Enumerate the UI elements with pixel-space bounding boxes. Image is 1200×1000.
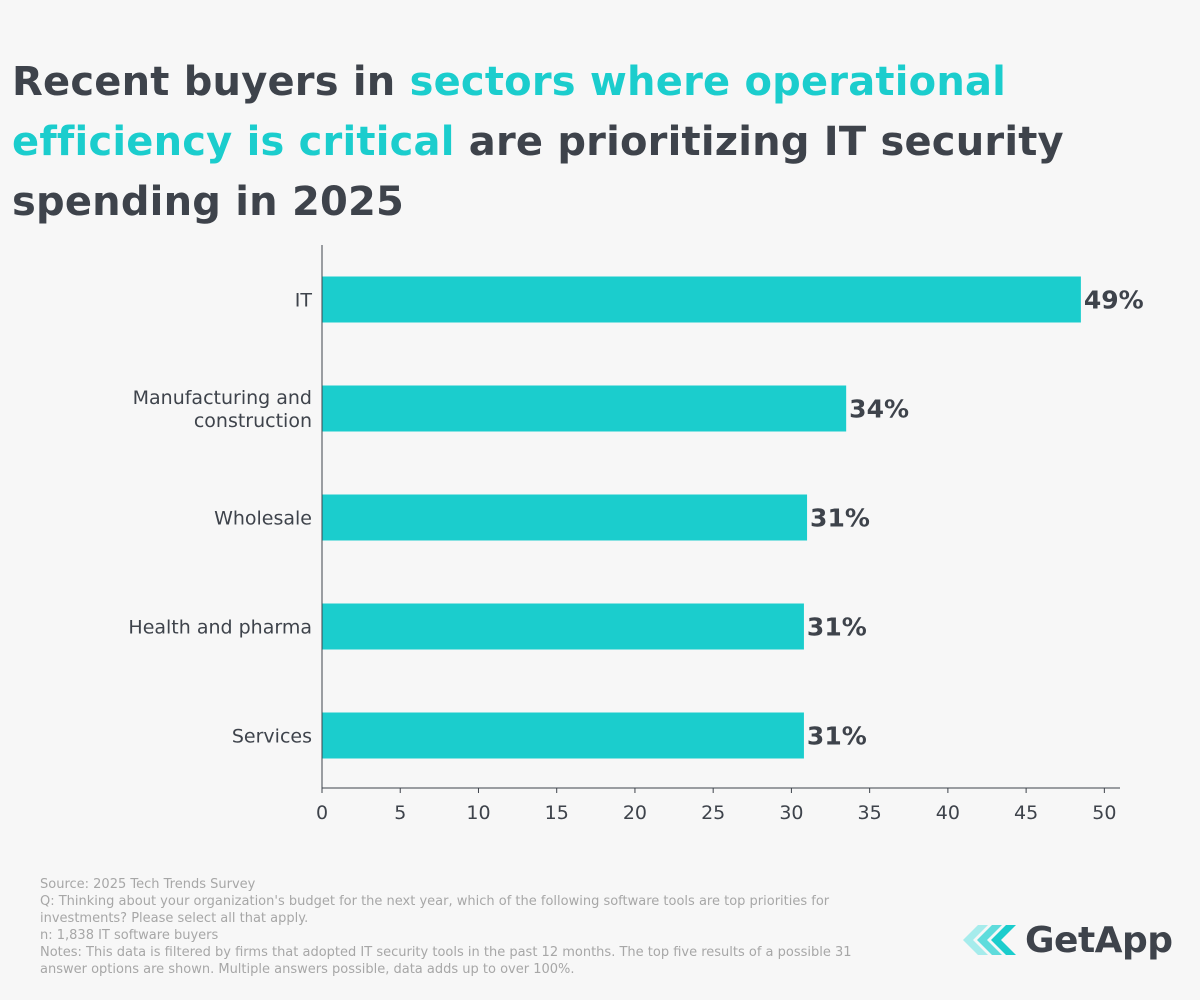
category-label: Health and pharma	[128, 617, 312, 639]
category-label: construction	[194, 410, 312, 432]
data-label: 31%	[807, 722, 867, 751]
question-note: Q: Thinking about your organization's bu…	[40, 894, 830, 926]
bar	[322, 276, 1081, 323]
x-tick-label: 35	[858, 802, 882, 824]
x-tick-label: 15	[545, 802, 569, 824]
x-tick-label: 45	[1014, 802, 1038, 824]
bar	[322, 712, 804, 759]
title-highlight: sectors where operational efficiency is …	[12, 59, 1007, 165]
data-label: 34%	[849, 395, 909, 424]
category-label: Wholesale	[214, 508, 312, 530]
category-label: Manufacturing and	[133, 387, 312, 409]
getapp-chevrons-icon	[963, 925, 1016, 955]
getapp-logo: GetApp	[963, 918, 1173, 962]
x-tick-label: 10	[466, 802, 490, 824]
x-tick-label: 30	[779, 802, 803, 824]
x-tick-label: 50	[1092, 802, 1116, 824]
bar	[322, 385, 847, 432]
data-label: 31%	[807, 613, 867, 642]
filter-note: Notes: This data is filtered by firms th…	[40, 945, 852, 977]
x-tick-label: 20	[623, 802, 647, 824]
bar	[322, 603, 804, 650]
logo-text: GetApp	[1025, 919, 1173, 961]
source-note: Source: 2025 Tech Trends Survey	[40, 877, 256, 892]
sample-size-note: n: 1,838 IT software buyers	[40, 928, 219, 943]
x-tick-label: 40	[936, 802, 960, 824]
category-label: IT	[295, 290, 313, 312]
title-part2: are prioritizing IT security spending in…	[12, 119, 1064, 225]
bar	[322, 494, 808, 541]
x-tick-label: 25	[701, 802, 725, 824]
x-tick-label: 5	[394, 802, 406, 824]
data-label: 31%	[810, 504, 870, 533]
category-label: Services	[232, 726, 312, 748]
title-part1: Recent buyers in	[12, 59, 410, 105]
chart-title: Recent buyers in sectors where operation…	[12, 52, 1192, 232]
x-tick-label: 0	[316, 802, 328, 824]
data-label: 49%	[1084, 286, 1144, 315]
footer-notes: Source: 2025 Tech Trends Survey Q: Think…	[40, 876, 860, 978]
